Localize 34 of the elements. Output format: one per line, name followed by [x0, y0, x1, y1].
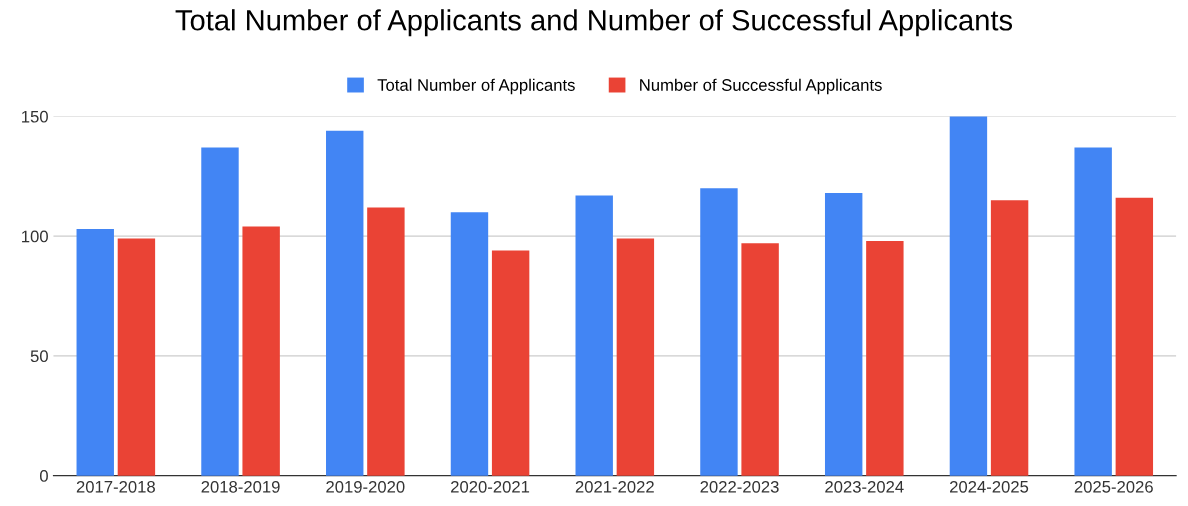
- legend-label: Total Number of Applicants: [377, 78, 575, 95]
- bar: [866, 240, 904, 476]
- bar: [76, 228, 114, 476]
- bar: [242, 226, 280, 476]
- bar: [949, 116, 988, 476]
- bar: [491, 250, 530, 476]
- y-tick-label: 100: [22, 230, 48, 243]
- bar: [326, 130, 364, 476]
- x-tick-label: 2023-2024: [825, 480, 904, 493]
- x-tick-label: 2025-2026: [1074, 480, 1153, 493]
- x-tick-label: 2021-2022: [575, 480, 654, 493]
- bar: [741, 243, 779, 476]
- bar: [1074, 147, 1112, 476]
- y-tick-label: 150: [22, 110, 48, 123]
- y-tick-label: 0: [39, 470, 48, 482]
- x-tick-label: 2018-2019: [201, 480, 280, 493]
- bar: [367, 207, 405, 476]
- bar: [117, 238, 156, 476]
- bar: [575, 195, 613, 476]
- x-tick-label: 2019-2020: [326, 480, 405, 493]
- bar: [824, 193, 863, 476]
- legend-label: Number of Successful Applicants: [640, 78, 882, 95]
- x-tick-label: 2024-2025: [950, 480, 1029, 493]
- bar: [450, 212, 489, 476]
- bar: [1115, 197, 1154, 476]
- bar: [700, 188, 738, 476]
- x-tick-label: 2017-2018: [76, 480, 155, 493]
- bar: [616, 238, 655, 476]
- bar: [990, 200, 1029, 476]
- chart-title: Total Number of Applicants and Number of Successful Applicants: [175, 9, 1013, 37]
- x-tick-label: 2022-2023: [700, 480, 779, 493]
- x-tick-label: 2020-2021: [451, 480, 530, 493]
- bar: [201, 147, 239, 476]
- y-tick-label: 50: [30, 350, 48, 363]
